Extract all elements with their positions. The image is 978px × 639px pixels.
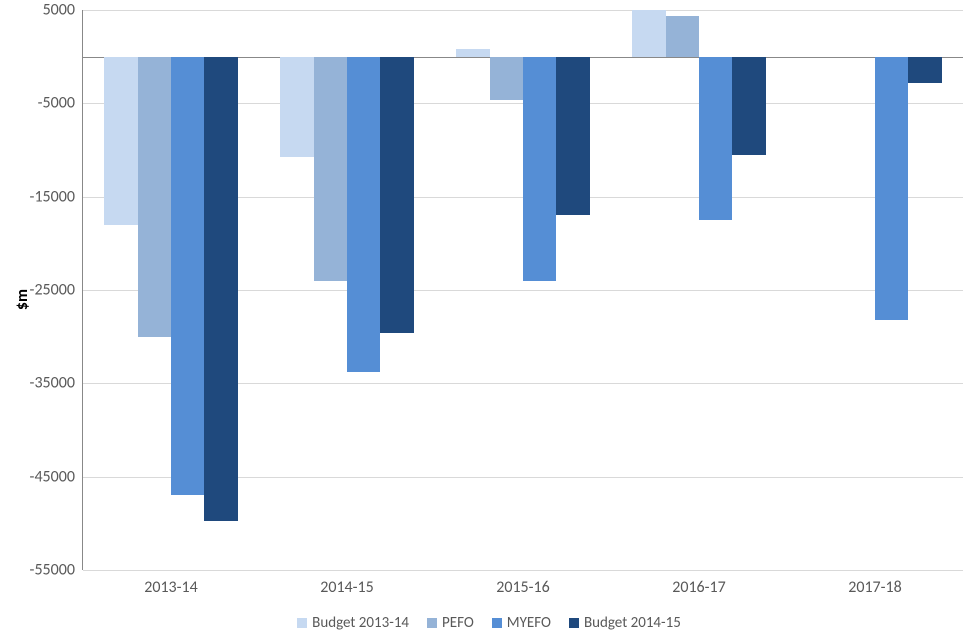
- y-tick-label: -35000: [30, 374, 83, 393]
- y-axis-title: $m: [13, 289, 32, 310]
- y-tick-label: 5000: [43, 1, 83, 20]
- legend-item: MYEFO: [492, 614, 551, 632]
- grid-line: [83, 10, 963, 11]
- y-tick-label: -55000: [30, 561, 83, 580]
- bar: [732, 57, 765, 155]
- bar: [490, 57, 523, 100]
- legend-label: Budget 2014-15: [584, 614, 681, 632]
- bar: [556, 57, 589, 216]
- legend-swatch: [569, 618, 579, 628]
- legend-label: MYEFO: [507, 614, 551, 632]
- y-tick-label: -15000: [30, 187, 83, 206]
- legend: Budget 2013-14 PEFO MYEFO Budget 2014-15: [0, 614, 978, 632]
- x-tick-label: 2015-16: [496, 570, 550, 597]
- legend-item: Budget 2013-14: [297, 614, 409, 632]
- bar: [456, 49, 489, 56]
- legend-item: PEFO: [427, 614, 474, 632]
- legend-label: Budget 2013-14: [312, 614, 409, 632]
- bar: [104, 57, 137, 225]
- bar: [632, 10, 665, 57]
- bar: [347, 57, 380, 372]
- y-tick-label: -45000: [30, 467, 83, 486]
- bar: [875, 57, 908, 320]
- x-tick-label: 2017-18: [848, 570, 902, 597]
- bar: [204, 57, 237, 522]
- bar: [314, 57, 347, 281]
- bar: [666, 16, 699, 57]
- x-tick-label: 2016-17: [672, 570, 726, 597]
- bar: [171, 57, 204, 496]
- plot-area: 5000-5000-15000-25000-35000-45000-550002…: [82, 10, 963, 570]
- legend-swatch: [427, 618, 437, 628]
- bar: [908, 57, 941, 83]
- bar: [380, 57, 413, 333]
- budget-chart: 5000 -5000 -15000 -25000 -35000 -45000 -55000 2…: [0, 0, 978, 639]
- bar: [699, 57, 732, 220]
- bar: [523, 57, 556, 281]
- bar: [280, 57, 313, 158]
- legend-item: Budget 2014-15: [569, 614, 681, 632]
- x-tick-label: 2013-14: [144, 570, 198, 597]
- legend-swatch: [297, 618, 307, 628]
- legend-label: PEFO: [442, 614, 474, 632]
- y-tick-label: -5000: [38, 94, 83, 113]
- legend-swatch: [492, 618, 502, 628]
- bar: [138, 57, 171, 337]
- y-tick-label: -25000: [30, 281, 83, 300]
- x-tick-label: 2014-15: [320, 570, 374, 597]
